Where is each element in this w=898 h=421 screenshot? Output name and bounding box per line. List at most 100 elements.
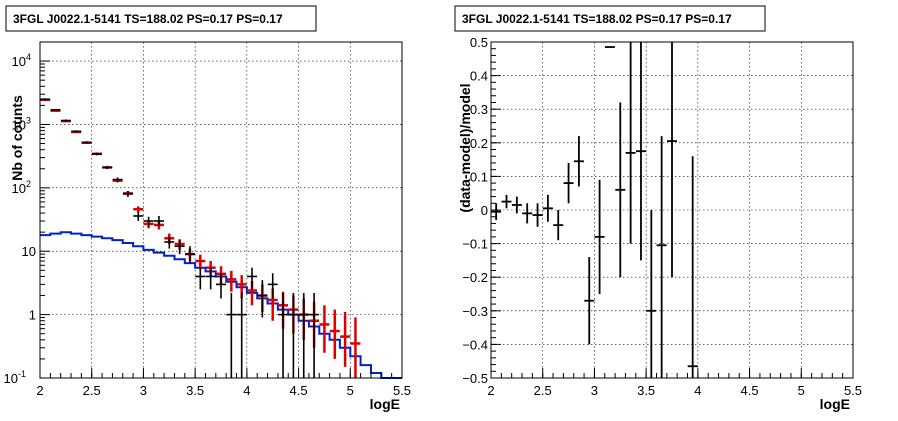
right-x-tick-label: 3 xyxy=(591,383,598,398)
data-point xyxy=(226,292,237,378)
left-model-source-step xyxy=(40,231,402,379)
right-y-tick-label: −0.1 xyxy=(462,237,488,252)
residual-point xyxy=(594,179,605,294)
left-x-tick-label: 3.5 xyxy=(186,383,204,398)
model-total-point xyxy=(133,206,144,213)
right-y-tick-label: −0.4 xyxy=(462,337,488,352)
data-point xyxy=(267,273,278,299)
data-point xyxy=(50,109,61,111)
data-point xyxy=(153,215,164,227)
residual-point xyxy=(584,257,595,345)
data-point xyxy=(174,240,185,255)
left-ticks xyxy=(39,60,403,379)
left-chart-title: 3FGL J0022.1-5141 TS=188.02 PS=0.17 PS=0… xyxy=(13,12,283,26)
data-point xyxy=(216,273,226,299)
right-y-tick-label: 0.3 xyxy=(470,102,488,117)
data-point xyxy=(60,119,71,122)
left-y-tick-label: 1 xyxy=(29,308,36,323)
data-point xyxy=(309,292,320,378)
model-source-step-line xyxy=(40,231,402,379)
right-y-tick-label: 0.1 xyxy=(470,169,488,184)
left-plot-frame xyxy=(39,41,403,379)
left-y-tick-label: 104 xyxy=(12,52,31,69)
left-x-tick-label: 2 xyxy=(36,383,43,398)
left-data-marks xyxy=(40,98,320,378)
residual-point xyxy=(522,203,533,224)
residual-point xyxy=(542,194,553,222)
data-point xyxy=(112,177,123,182)
data-point xyxy=(40,98,51,101)
right-x-axis-label: logE xyxy=(820,396,850,412)
right-ticks xyxy=(490,41,854,379)
model-total-point xyxy=(226,270,237,292)
model-total-point xyxy=(350,317,361,378)
right-x-tick-label: 4 xyxy=(694,383,701,398)
left-x-tick-label: 5 xyxy=(347,383,354,398)
right-x-tick-label: 2.5 xyxy=(534,383,552,398)
right-x-tick-label: 3.5 xyxy=(637,383,655,398)
data-point xyxy=(71,130,82,133)
residual-point xyxy=(511,196,522,214)
right-y-tick-label: 0 xyxy=(481,203,488,218)
right-chart-title: 3FGL J0022.1-5141 TS=188.02 PS=0.17 PS=0… xyxy=(462,12,732,26)
data-point xyxy=(257,280,268,318)
right-title-box xyxy=(454,5,766,32)
data-point xyxy=(133,211,144,221)
data-point xyxy=(205,267,216,290)
residual-point xyxy=(532,203,543,227)
residual-point xyxy=(646,210,657,378)
residual-point xyxy=(635,42,646,261)
model-total-point xyxy=(319,305,330,353)
right-y-tick-label: −0.3 xyxy=(462,304,488,319)
residual-point xyxy=(625,42,636,244)
model-total-point xyxy=(340,311,351,367)
residual-point xyxy=(604,46,615,48)
model-total-point xyxy=(329,309,340,359)
left-x-tick-label: 4 xyxy=(243,383,250,398)
residual-point xyxy=(501,194,512,209)
right-y-tick-label: −0.2 xyxy=(462,270,488,285)
data-point xyxy=(247,267,258,290)
model-total-point xyxy=(195,254,206,270)
residual-point xyxy=(563,162,574,204)
left-grid xyxy=(40,42,402,378)
right-residual-marks xyxy=(491,42,698,378)
data-point xyxy=(143,216,154,227)
data-point xyxy=(288,292,299,378)
data-point xyxy=(195,267,206,290)
left-y-tick-label: 10-1 xyxy=(4,369,26,386)
left-x-tick-label: 5.5 xyxy=(393,383,411,398)
left-y-axis-label: Nb of counts xyxy=(9,95,25,181)
residual-point xyxy=(573,136,584,187)
right-y-tick-label: 0.5 xyxy=(470,35,488,50)
right-panel: 2 2.5 3 3.5 4 4.5 5 5.5 −0.5 −0.4 −0.3 −0.2 −0.1 0 0.1… xyxy=(454,5,862,412)
right-y-axis-label: (data-model)/model xyxy=(457,83,473,212)
residual-point xyxy=(656,136,667,378)
left-x-tick-label: 4.5 xyxy=(290,383,308,398)
residual-point xyxy=(615,102,626,278)
data-point xyxy=(184,246,195,264)
right-tick-labels: 2 2.5 3 3.5 4 4.5 5 5.5 −0.5 −0.4 −0.3 −0.2 −0.1 0 0.1… xyxy=(462,35,862,398)
left-x-axis-label: logE xyxy=(370,396,400,412)
data-point xyxy=(91,152,102,156)
right-x-tick-label: 4.5 xyxy=(741,383,759,398)
data-point xyxy=(81,141,92,144)
right-x-tick-label: 5.5 xyxy=(844,383,862,398)
residual-point xyxy=(491,203,502,221)
right-y-tick-label: 0.2 xyxy=(470,136,488,151)
data-point xyxy=(236,292,247,378)
right-x-tick-label: 2 xyxy=(487,383,494,398)
residual-point xyxy=(553,210,564,241)
right-x-tick-label: 5 xyxy=(798,383,805,398)
data-point xyxy=(164,236,175,249)
left-y-tick-label: 10 xyxy=(22,244,36,259)
right-y-tick-label: 0.4 xyxy=(470,69,488,84)
data-point xyxy=(278,292,289,378)
left-x-tick-label: 2.5 xyxy=(83,383,101,398)
data-point xyxy=(298,292,309,378)
residual-point xyxy=(667,42,677,278)
right-y-tick-label: −0.5 xyxy=(462,371,488,386)
